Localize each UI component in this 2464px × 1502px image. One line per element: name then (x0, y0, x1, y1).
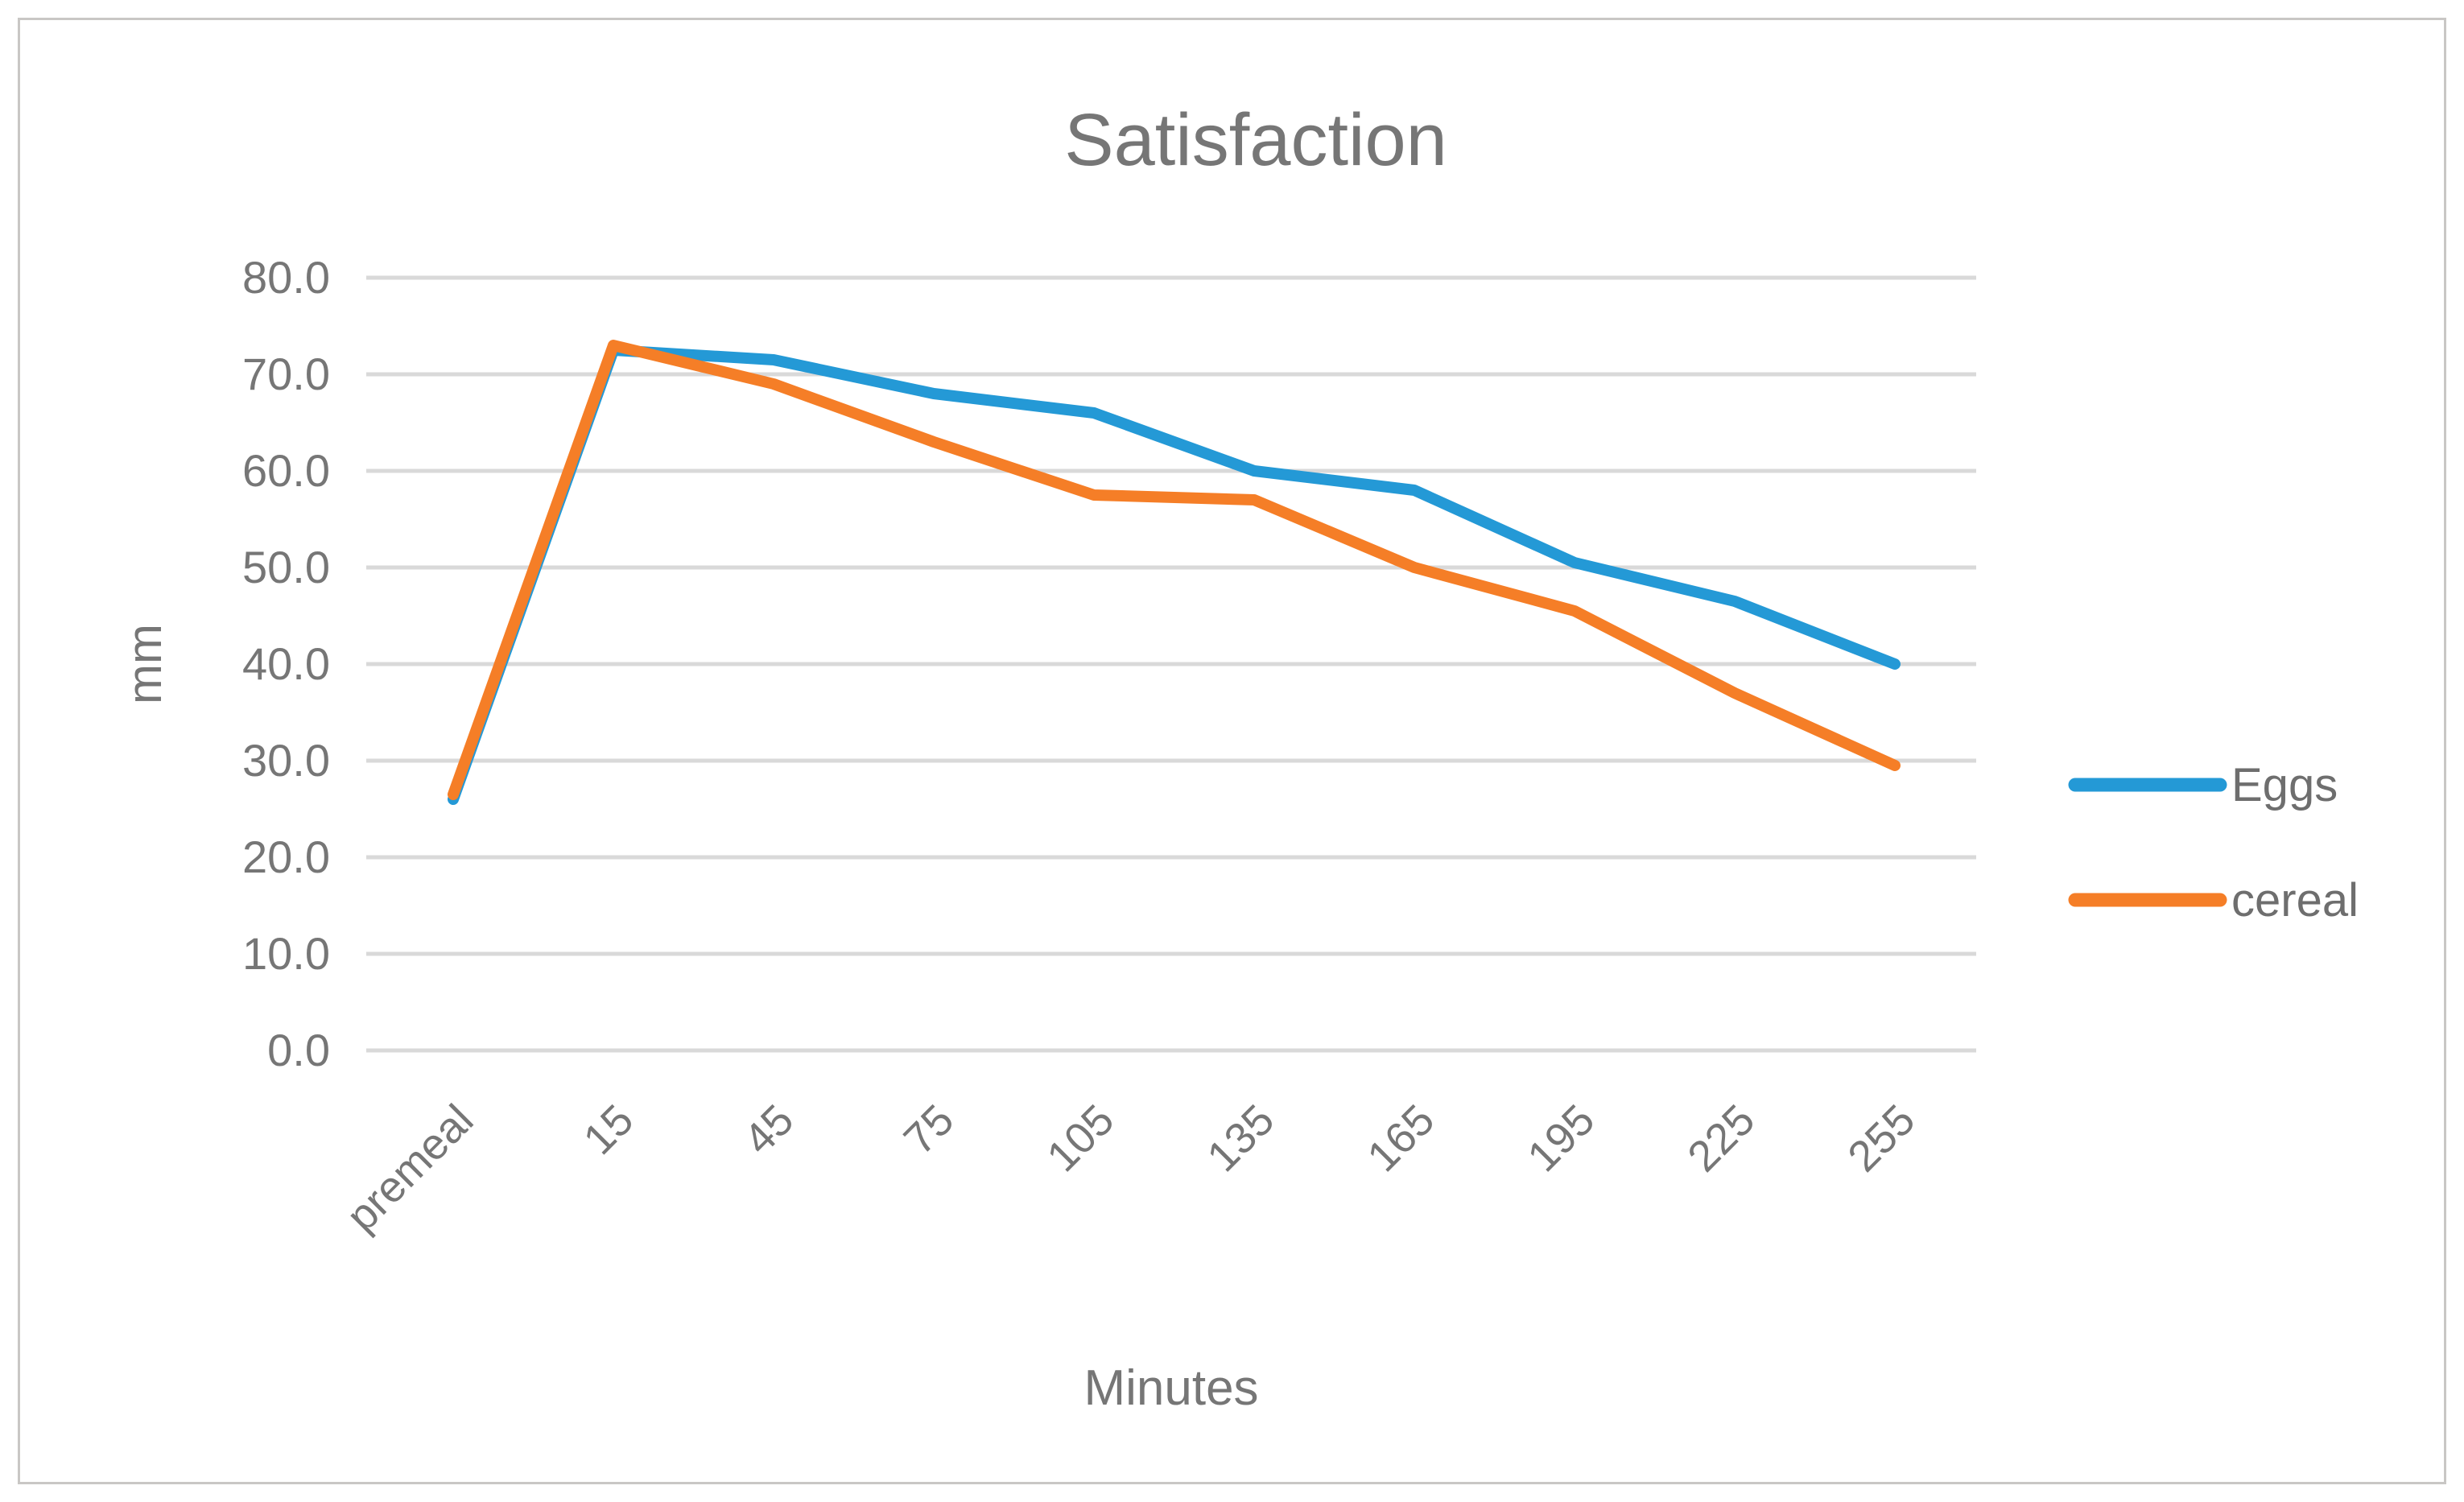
x-tick-label-75: 75 (895, 1096, 964, 1164)
y-axis-title: mm (118, 624, 171, 704)
y-tick-label-80.0: 80.0 (242, 252, 330, 303)
y-tick-label-70.0: 70.0 (242, 349, 330, 399)
legend-label-cereal: cereal (2231, 874, 2359, 926)
x-axis-tick-labels: premeal 15 45 75 105 135 165 195 225 255 (337, 1096, 1924, 1240)
legend: Eggs cereal (2068, 759, 2359, 926)
x-tick-label-225: 225 (1678, 1096, 1764, 1181)
y-tick-label-0.0: 0.0 (267, 1025, 330, 1075)
gridlines-group (366, 275, 1976, 1053)
x-tick-label-165: 165 (1358, 1096, 1443, 1181)
y-tick-label-40.0: 40.0 (242, 638, 330, 689)
x-tick-label-135: 135 (1198, 1096, 1283, 1181)
x-axis-title: Minutes (1083, 1360, 1258, 1416)
chart-outer-border (18, 18, 2446, 1484)
legend-label-eggs: Eggs (2231, 759, 2338, 811)
y-tick-label-20.0: 20.0 (242, 831, 330, 882)
series-line-cereal (448, 340, 1901, 800)
y-tick-label-50.0: 50.0 (242, 542, 330, 592)
y-tick-label-10.0: 10.0 (242, 928, 330, 979)
y-tick-label-60.0: 60.0 (242, 445, 330, 496)
x-tick-label-45: 45 (735, 1096, 803, 1164)
x-tick-label-195: 195 (1518, 1096, 1603, 1181)
series-lines-group (448, 340, 1901, 805)
x-tick-label-premeal: premeal (337, 1096, 482, 1240)
chart-title: Satisfaction (1064, 99, 1447, 181)
y-axis-tick-labels: 0.0 10.0 20.0 30.0 40.0 50.0 60.0 70.0 80.0 (242, 252, 330, 1075)
y-tick-label-30.0: 30.0 (242, 735, 330, 786)
series-line-eggs (448, 345, 1901, 805)
x-tick-label-15: 15 (575, 1096, 643, 1164)
x-tick-label-105: 105 (1038, 1096, 1123, 1181)
x-tick-label-255: 255 (1839, 1096, 1924, 1181)
